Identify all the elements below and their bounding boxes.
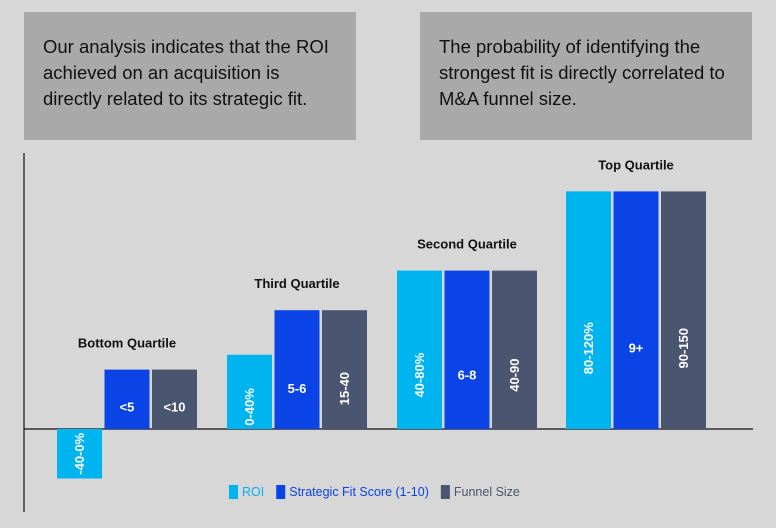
legend-swatch-strategic-fit-score-1-10 [276, 485, 286, 499]
bar-bottom-quartile-strategic-fit-score-1-10 [104, 369, 150, 429]
bar-label-top-quartile-strategic-fit-score-1-10: 9+ [629, 341, 644, 356]
bar-third-quartile-roi [227, 354, 272, 429]
bar-label-bottom-quartile-roi: -40-0% [72, 432, 87, 474]
bar-label-third-quartile-strategic-fit-score-1-10: 5-6 [288, 381, 307, 396]
bar-label-second-quartile-roi: 40-80% [412, 352, 427, 397]
bar-top-quartile-funnel-size [661, 191, 706, 429]
legend-swatch-roi [229, 485, 238, 499]
bar-label-bottom-quartile-strategic-fit-score-1-10: <5 [120, 400, 135, 415]
group-label-bottom-quartile: Bottom Quartile [78, 336, 176, 351]
group-label-second-quartile: Second Quartile [417, 237, 517, 252]
bar-label-top-quartile-funnel-size: 90-150 [676, 328, 691, 368]
bar-top-quartile-strategic-fit-score-1-10 [613, 191, 659, 429]
bars-layer: -40-0% <5 <10 Bottom Quartile 0-40% 5-6 15-40 T… [57, 157, 706, 479]
roi-insight-panel: Our analysis indicates that the ROI achi… [24, 12, 356, 140]
bar-label-top-quartile-roi: 80-120% [581, 322, 596, 374]
roi-insight-text: Our analysis indicates that the ROI achi… [43, 36, 329, 109]
bar-label-second-quartile-strategic-fit-score-1-10: 6-8 [458, 368, 477, 383]
legend-label-strategic-fit-score-1-10: Strategic Fit Score (1-10) [289, 485, 429, 499]
bar-bottom-quartile-roi [57, 429, 102, 479]
legend-label-roi: ROI [242, 485, 264, 499]
bar-label-bottom-quartile-funnel-size: <10 [163, 400, 185, 415]
bar-second-quartile-funnel-size [492, 270, 537, 429]
bar-third-quartile-strategic-fit-score-1-10 [274, 310, 320, 429]
group-label-third-quartile: Third Quartile [254, 276, 339, 291]
bar-label-third-quartile-funnel-size: 15-40 [337, 372, 352, 405]
bar-bottom-quartile-funnel-size [152, 369, 197, 429]
bar-second-quartile-roi [397, 270, 442, 429]
bar-second-quartile-strategic-fit-score-1-10 [444, 270, 490, 429]
chart-legend: ROI Strategic Fit Score (1-10) Funnel Size [229, 485, 520, 499]
legend-swatch-funnel-size [440, 485, 450, 499]
group-label-top-quartile: Top Quartile [598, 157, 674, 172]
bar-label-second-quartile-funnel-size: 40-90 [507, 359, 522, 392]
bar-top-quartile-roi [566, 191, 611, 429]
legend-label-funnel-size: Funnel Size [454, 485, 520, 499]
funnel-insight-text: The probability of identifying the stron… [439, 36, 725, 109]
funnel-insight-panel: The probability of identifying the stron… [420, 12, 752, 140]
bar-label-third-quartile-roi: 0-40% [242, 388, 257, 426]
bar-third-quartile-funnel-size [322, 310, 367, 429]
